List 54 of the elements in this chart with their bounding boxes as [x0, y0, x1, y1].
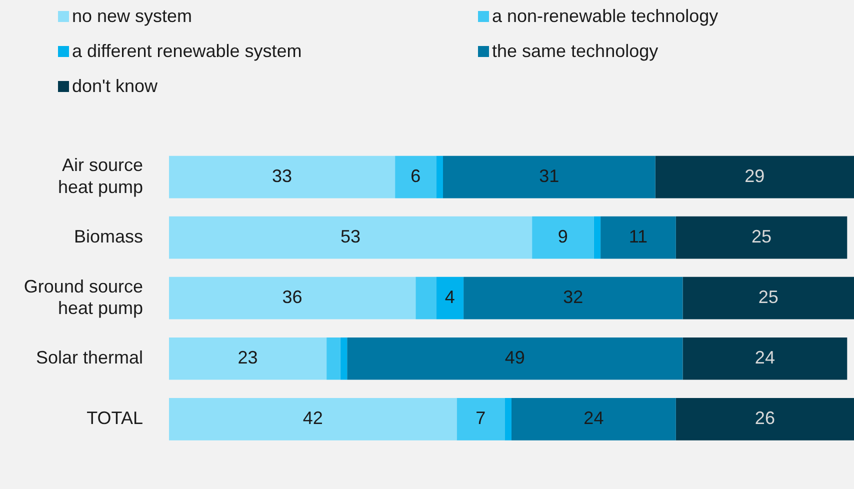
- bar: [326, 337, 340, 380]
- data-label: 31: [539, 166, 560, 186]
- data-label: 36: [282, 287, 302, 308]
- y-tick-label: Ground source heat pump: [24, 276, 143, 318]
- data-label: 11: [628, 226, 648, 247]
- data-label: 4: [444, 287, 455, 308]
- bar: [169, 156, 396, 198]
- bar: [169, 337, 327, 380]
- bar: [682, 276, 854, 320]
- data-label: 32: [563, 287, 584, 308]
- data-label: 23: [238, 348, 258, 368]
- bar: [169, 216, 532, 259]
- bar: [456, 398, 505, 440]
- y-tick-label: Air source heat pump: [58, 155, 143, 197]
- legend-label: don't know: [72, 76, 158, 97]
- bar: [504, 398, 512, 440]
- bar: [676, 216, 848, 259]
- bar: [347, 337, 683, 380]
- bar: [464, 276, 683, 320]
- bar: [416, 276, 436, 320]
- legend-label: a non-renewable technology: [492, 6, 718, 27]
- y-tick-label: Solar thermal: [36, 348, 143, 368]
- bar: [436, 156, 443, 198]
- bar: [682, 337, 848, 380]
- bar: [600, 216, 676, 259]
- data-label: 24: [754, 348, 775, 368]
- data-label: 9: [558, 226, 568, 247]
- bar: [512, 398, 676, 440]
- bar: [655, 156, 854, 198]
- data-label: 25: [758, 287, 778, 308]
- data-label: 25: [752, 226, 772, 247]
- y-tick-label: TOTAL: [86, 408, 143, 428]
- data-label: 24: [584, 408, 604, 428]
- bar: [436, 276, 464, 320]
- data-label: 29: [744, 166, 765, 186]
- bar: [443, 156, 656, 198]
- bar: [532, 216, 594, 259]
- bar: [169, 276, 416, 320]
- data-label: 42: [302, 408, 323, 428]
- bar: [340, 337, 348, 380]
- bar: [676, 398, 854, 440]
- data-label: 7: [476, 408, 486, 428]
- legend-label: a different renewable system: [72, 41, 302, 62]
- bar: [395, 156, 436, 198]
- legend-label: no new system: [72, 6, 192, 27]
- data-label: 49: [504, 348, 525, 368]
- data-label: 26: [754, 408, 775, 428]
- legend-label: the same technology: [492, 41, 658, 62]
- bar: [169, 398, 457, 440]
- data-label: 53: [340, 226, 361, 247]
- data-label: 33: [272, 166, 292, 186]
- data-label: 6: [410, 166, 421, 186]
- y-tick-label: Biomass: [74, 226, 143, 247]
- bar: [594, 216, 601, 259]
